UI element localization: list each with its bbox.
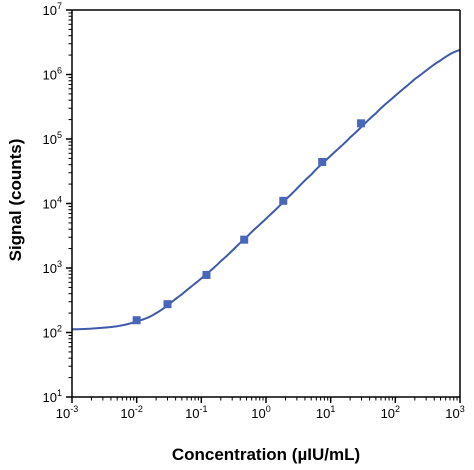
data-point [240,235,249,244]
y-tick-labels: 101 102 103 104 105 106 107 [43,1,62,405]
x-tick-label: 10-3 [56,404,78,421]
fit-curve-layer [71,49,461,331]
y-tick-label: 105 [43,130,62,147]
data-point [279,196,288,205]
y-tick-label: 103 [43,259,62,276]
x-tick-label: 100 [251,404,270,421]
y-tick-label: 101 [43,388,62,405]
axes [66,9,461,403]
data-point [357,119,366,128]
x-tick-label: 101 [316,404,335,421]
data-point [202,270,211,279]
x-tick-label: 10-2 [120,404,142,421]
y-tick-label: 102 [43,324,62,341]
x-tick-labels: 10-3 10-2 10-1 100 101 102 103 [56,404,465,421]
fit-curve-line [71,49,461,331]
data-point [318,157,327,166]
y-axis-title: Signal (counts) [6,139,25,262]
y-tick-label: 104 [43,195,62,212]
data-point [132,316,141,325]
x-axis-title: Concentration (µIU/mL) [172,445,360,464]
x-tick-label: 10-1 [185,404,207,421]
x-tick-label: 103 [445,404,464,421]
y-tick-label: 106 [43,66,62,83]
y-tick-label: 107 [43,1,62,18]
data-point [163,300,172,309]
data-points-layer [132,119,366,325]
x-tick-label: 102 [381,404,400,421]
